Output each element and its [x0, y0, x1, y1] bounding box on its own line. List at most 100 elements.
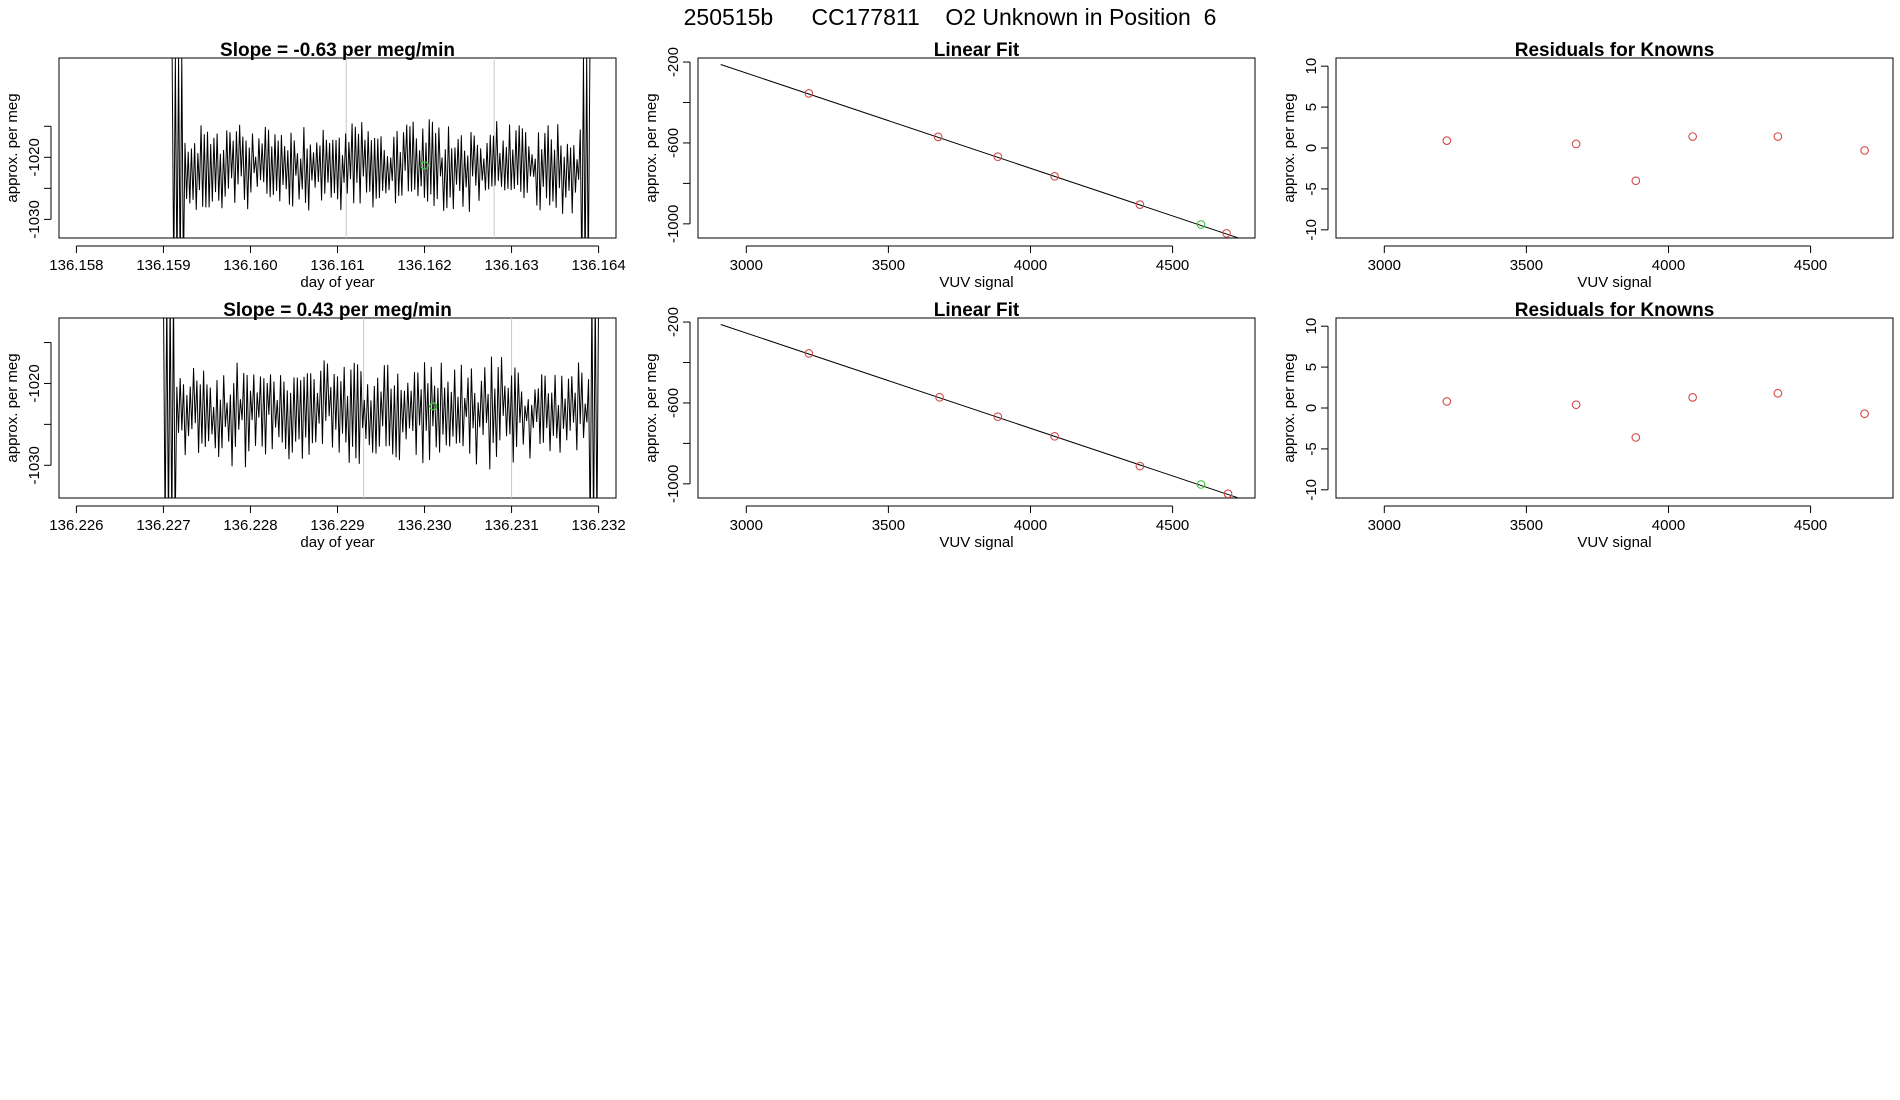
y-tick-label: -1020	[26, 138, 43, 176]
y-tick-label: -200	[665, 307, 682, 337]
x-tick-label: 3500	[1510, 517, 1543, 534]
x-tick-label: 3000	[730, 257, 763, 274]
known-point	[1571, 400, 1581, 410]
x-tick-label: 4000	[1014, 257, 1047, 274]
x-tick-label: 4500	[1156, 517, 1189, 534]
y-tick-label: 10	[1303, 318, 1320, 335]
known-point	[804, 349, 814, 358]
x-tick-label: 136.230	[397, 517, 451, 534]
plot-frame	[58, 317, 617, 499]
x-axis-label: day of year	[300, 274, 374, 291]
y-axis-label: approx. per meg	[1281, 93, 1298, 202]
known-point	[804, 89, 814, 98]
panels: Slope = -0.63 per meg/min 136.158 136.159 1…	[4, 40, 1894, 551]
plot-frame	[1335, 317, 1894, 499]
panel-title: Residuals for Knowns	[1515, 300, 1715, 321]
x-tick-label: 3000	[1368, 257, 1401, 274]
x-tick-label: 4500	[1156, 257, 1189, 274]
x-tick-label: 136.228	[223, 517, 277, 534]
panel-title: Residuals for Knowns	[1515, 40, 1715, 61]
known-point	[1050, 431, 1060, 441]
y-tick-label: -600	[665, 128, 682, 158]
plot-area	[1442, 132, 1869, 186]
known-point	[1688, 393, 1698, 402]
x-tick-label: 136.158	[49, 257, 103, 274]
panel-row2-linear-fit: Linear Fit 3000 3500 4000 4500 VUV signal -200…	[643, 300, 1256, 551]
known-point	[993, 412, 1003, 422]
known-point	[1571, 139, 1581, 149]
fit-line	[720, 323, 1239, 498]
x-tick-label: 136.160	[223, 257, 277, 274]
plot-area	[720, 63, 1239, 238]
x-tick-label: 136.159	[136, 257, 190, 274]
panel-row1-linear-fit: Linear Fit 3000 3500 4000 4500 VUV signal -200…	[643, 40, 1256, 291]
x-tick-label: 136.226	[49, 517, 103, 534]
measurement-trace	[163, 318, 599, 498]
y-tick-label: -1000	[665, 205, 682, 243]
x-tick-label: 136.229	[310, 517, 364, 534]
y-axis-label: approx. per meg	[4, 93, 21, 202]
known-point	[933, 132, 943, 142]
x-tick-label: 136.227	[136, 517, 190, 534]
y-tick-label: 0	[1303, 144, 1320, 152]
x-axis-label: VUV signal	[1577, 534, 1651, 551]
y-tick-label: 5	[1303, 363, 1320, 371]
panel-row1-timeseries: Slope = -0.63 per meg/min 136.158 136.159 1…	[4, 40, 626, 291]
x-tick-label: 136.232	[571, 517, 625, 534]
known-point	[1050, 171, 1060, 181]
x-tick-label: 136.161	[310, 257, 364, 274]
y-tick-label: -10	[1303, 219, 1320, 241]
known-point	[1773, 132, 1783, 141]
figure-title: 250515b CC177811 O2 Unknown in Position …	[684, 4, 1217, 30]
x-tick-label: 4000	[1652, 517, 1685, 534]
known-point	[935, 392, 944, 402]
x-axis-label: VUV signal	[939, 534, 1013, 551]
known-point	[1860, 146, 1869, 155]
y-tick-label: -5	[1303, 182, 1320, 195]
plot-frame	[1335, 57, 1894, 239]
unknown-point	[420, 161, 429, 170]
x-tick-label: 3500	[1510, 257, 1543, 274]
x-tick-label: 136.162	[397, 257, 451, 274]
measurement-trace	[171, 58, 591, 238]
y-tick-label: -1000	[665, 465, 682, 503]
x-tick-label: 4500	[1794, 257, 1827, 274]
y-tick-label: -600	[665, 388, 682, 418]
panel-title: Linear Fit	[934, 300, 1020, 321]
x-tick-label: 136.164	[571, 257, 625, 274]
x-tick-label: 4000	[1014, 517, 1047, 534]
y-tick-label: -200	[665, 47, 682, 77]
unknown-point	[1196, 480, 1206, 489]
known-point	[1631, 176, 1641, 186]
known-point	[1688, 132, 1698, 141]
plot-area	[163, 318, 599, 498]
unknown-point	[429, 402, 438, 411]
x-tick-label: 136.163	[484, 257, 538, 274]
known-point	[1773, 388, 1783, 398]
y-tick-label: 10	[1303, 58, 1320, 75]
x-axis-label: day of year	[300, 534, 374, 551]
x-tick-label: 4000	[1652, 257, 1685, 274]
panel-row2-residuals: Residuals for Knowns 3000 3500 4000 4500 VUV …	[1281, 300, 1894, 551]
known-point	[1442, 397, 1452, 406]
plot-frame	[697, 317, 1256, 499]
panel-title: Slope = 0.43 per meg/min	[223, 300, 452, 321]
known-point	[1135, 461, 1145, 471]
x-tick-label: 3000	[730, 517, 763, 534]
known-point	[1442, 136, 1452, 145]
y-tick-label: -1020	[26, 364, 43, 402]
x-tick-label: 3000	[1368, 517, 1401, 534]
known-point	[1631, 433, 1641, 442]
y-axis-label: approx. per meg	[4, 353, 21, 462]
x-tick-label: 4500	[1794, 517, 1827, 534]
y-tick-label: -5	[1303, 442, 1320, 455]
y-tick-label: -10	[1303, 479, 1320, 501]
panel-title: Linear Fit	[934, 40, 1020, 61]
x-axis-label: VUV signal	[939, 274, 1013, 291]
y-tick-label: 0	[1303, 404, 1320, 412]
panel-title: Slope = -0.63 per meg/min	[220, 40, 455, 61]
known-point	[1223, 489, 1233, 498]
unknown-point	[1196, 220, 1206, 229]
y-axis-label: approx. per meg	[643, 93, 660, 202]
